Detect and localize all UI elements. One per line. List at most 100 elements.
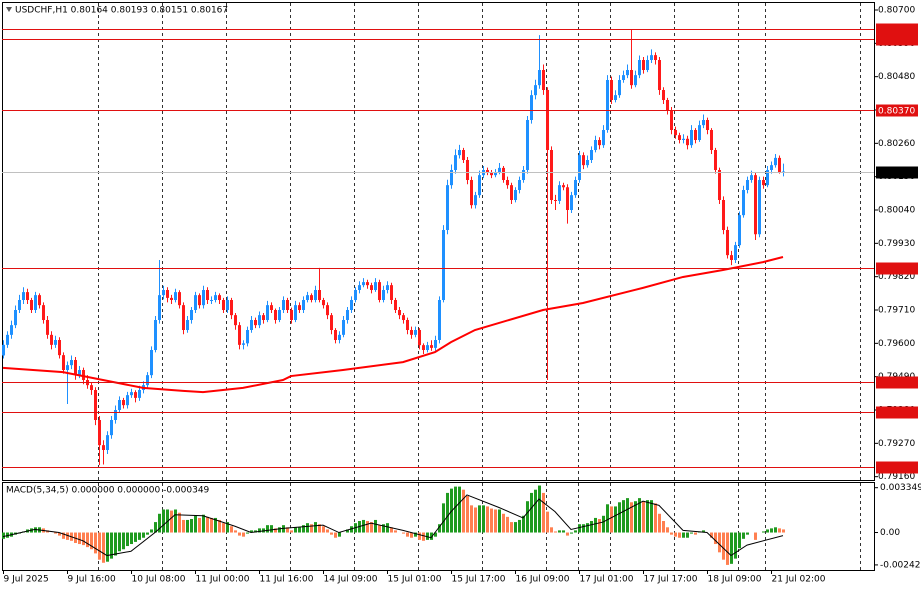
candle-body (514, 190, 517, 200)
macd-bar (54, 532, 57, 534)
candle-body (614, 95, 617, 100)
macd-bar (742, 532, 745, 539)
candle-body (618, 80, 621, 96)
candle-body (506, 180, 509, 186)
x-tick-label: 16 Jul 09:00 (516, 575, 570, 585)
candle-body (158, 295, 161, 320)
macd-bar (194, 515, 197, 533)
candle-body (626, 70, 629, 76)
candle-body (78, 370, 81, 376)
y-tick-label: 0.80700 (878, 6, 915, 16)
candle-body (102, 445, 105, 450)
candle-body (498, 167, 501, 173)
candle-body (678, 135, 681, 140)
macd-bar (418, 532, 421, 540)
macd-bar (106, 532, 109, 562)
macd-bar (598, 519, 601, 533)
macd-bar (574, 530, 577, 533)
macd-bar (522, 515, 525, 533)
candle-body (394, 300, 397, 310)
macd-bar (534, 489, 537, 533)
candle-body (742, 190, 745, 216)
macd-bar (250, 530, 253, 533)
macd-bar (510, 522, 513, 533)
candle-body (154, 320, 157, 350)
macd-bar (158, 513, 161, 533)
candle-body (478, 175, 481, 196)
candle-body (218, 295, 221, 300)
macd-bar (134, 532, 137, 542)
candle-body (118, 400, 121, 410)
candle-body (526, 120, 529, 170)
candle-body (198, 295, 201, 306)
candle-body (650, 55, 653, 60)
macd-bar (314, 522, 317, 533)
candle-body (442, 230, 445, 300)
moving-average (2, 256, 784, 394)
candle-body (246, 330, 249, 344)
candle-body (186, 320, 189, 330)
macd-bar (386, 523, 389, 533)
macd-bar (406, 532, 409, 537)
macd-bar (718, 532, 721, 553)
macd-bar (746, 532, 749, 535)
candle-body (554, 200, 557, 201)
candle-body (370, 285, 373, 290)
macd-bar (462, 489, 465, 533)
candle-body (590, 150, 593, 160)
candle-body (722, 200, 725, 230)
candle-body (646, 60, 649, 70)
macd-bar (394, 530, 397, 533)
macd-bar (206, 516, 209, 533)
candle-body (674, 130, 677, 136)
y-tick-label: 0.79600 (878, 339, 915, 349)
candle-body (278, 310, 281, 320)
macd-bar (258, 528, 261, 533)
candle-body (106, 435, 109, 450)
macd-bar (446, 492, 449, 533)
x-tick-label: 21 Jul 02:00 (772, 575, 826, 585)
candle-body (422, 345, 425, 350)
macd-bar (658, 513, 661, 533)
candle-body (558, 185, 561, 201)
macd-bar (298, 527, 301, 533)
candle-body (630, 70, 633, 86)
macd-bar (622, 500, 625, 533)
candle-body (574, 180, 577, 196)
y-tick-label: 0.80260 (878, 139, 915, 149)
macd-bar (646, 500, 649, 533)
macd-bar (662, 521, 665, 533)
candle-body (262, 315, 265, 320)
macd-bar (234, 530, 237, 533)
candle-body (310, 295, 313, 300)
macd-title: MACD(5,34,5) 0.000000 0.000000 -0.000349 (6, 486, 210, 496)
candle-body (326, 305, 329, 316)
candle-body (670, 110, 673, 130)
candle-body (490, 172, 493, 176)
macd-bar (570, 532, 573, 534)
candle-body (330, 315, 333, 330)
macd-bar (778, 528, 781, 533)
candle-body (414, 330, 417, 335)
price-tag (876, 33, 918, 46)
candle-body (566, 187, 569, 210)
macd-bar (730, 532, 733, 564)
macd-bar (638, 498, 641, 533)
macd-bar (138, 532, 141, 540)
candle-body (302, 300, 305, 310)
candle-body (662, 90, 665, 100)
macd-bar (130, 532, 133, 545)
macd-bar (430, 532, 433, 540)
macd-bar (594, 517, 597, 533)
price-panel (2, 2, 875, 481)
macd-bar (734, 532, 737, 559)
candle-body (66, 365, 69, 370)
candle-body (38, 295, 41, 306)
candle-body (354, 290, 357, 300)
macd-bar (710, 532, 713, 538)
macd-bar (642, 501, 645, 533)
macd-bar (346, 529, 349, 533)
candle-body (274, 310, 277, 320)
candle-body (714, 150, 717, 170)
signal-line (2, 494, 784, 557)
